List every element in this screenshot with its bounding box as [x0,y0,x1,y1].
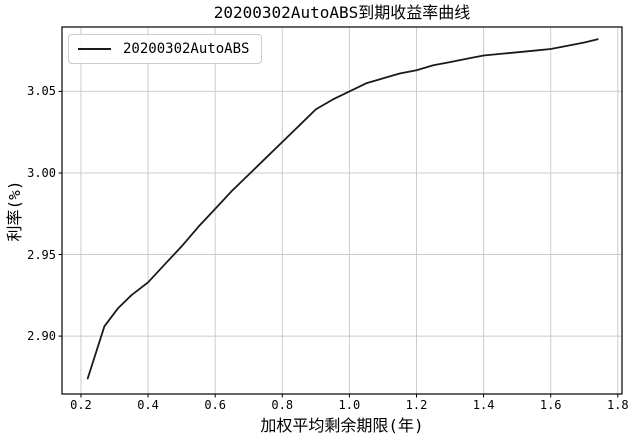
y-axis-label: 利率(%) [5,180,24,242]
x-tick-label: 1.6 [539,398,562,412]
x-tick-label: 0.6 [204,398,226,412]
y-tick-label: 3.05 [27,84,56,99]
x-tick-label: 0.4 [137,398,159,412]
x-tick-label: 1.8 [606,398,629,412]
legend: 20200302AutoABS [68,34,263,64]
x-tick-label: 1.4 [472,398,495,412]
x-tick-label: 1.2 [405,398,428,412]
chart-title: 20200302AutoABS到期收益率曲线 [213,3,471,22]
legend-line-sample-icon [78,48,111,50]
x-tick-label: 1.0 [338,398,361,412]
x-tick-label: 0.2 [70,398,92,412]
x-tick-label: 0.8 [271,398,294,412]
legend-label: 20200302AutoABS [123,41,250,57]
x-axis-label: 加权平均剩余期限(年) [260,416,424,435]
series-line-20200302AutoABS [86,38,599,380]
y-tick-label: 3.00 [27,165,56,180]
y-tick-label: 2.90 [27,329,56,344]
plot-spines [61,26,623,395]
y-tick-label: 2.95 [27,247,56,262]
